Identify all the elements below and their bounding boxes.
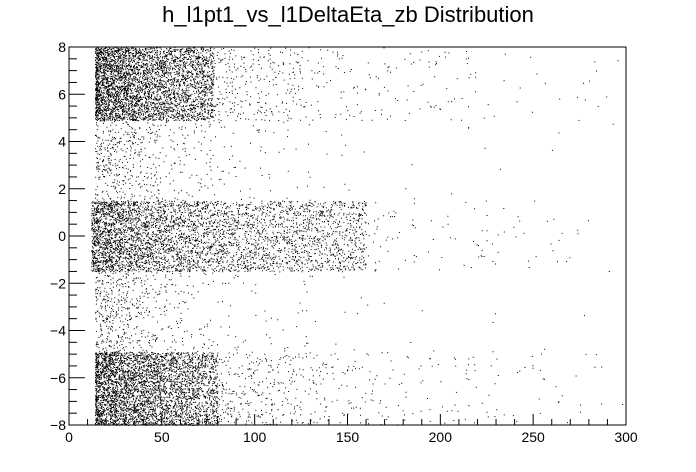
x-tick-label: 0 <box>65 429 73 445</box>
chart-title: h_l1pt1_vs_l1DeltaEta_zb Distribution <box>162 2 534 27</box>
y-tick-label: −2 <box>50 275 66 291</box>
x-tick-label: 200 <box>429 429 453 445</box>
x-tick-label: 50 <box>154 429 170 445</box>
x-tick-label: 250 <box>521 429 545 445</box>
y-tick-label: 4 <box>58 134 66 150</box>
axis-ticks-layer <box>68 46 627 426</box>
y-tick-label: −4 <box>50 323 66 339</box>
y-tick-label: −8 <box>50 417 66 433</box>
x-tick-label: 100 <box>243 429 267 445</box>
scatter-points-layer <box>91 47 624 426</box>
y-tick-label: −6 <box>50 370 66 386</box>
y-tick-label: 2 <box>58 181 66 197</box>
tick-labels-layer: 0 50 100 150 200 250 300 −8 −6 −4 −2 0 2 4 6 8 <box>50 39 638 445</box>
x-tick-label: 300 <box>614 429 638 445</box>
scatter-points <box>91 47 624 426</box>
y-tick-label: 8 <box>58 39 66 55</box>
y-tick-label: 0 <box>58 228 66 244</box>
x-tick-label: 150 <box>336 429 360 445</box>
y-tick-label: 6 <box>58 86 66 102</box>
